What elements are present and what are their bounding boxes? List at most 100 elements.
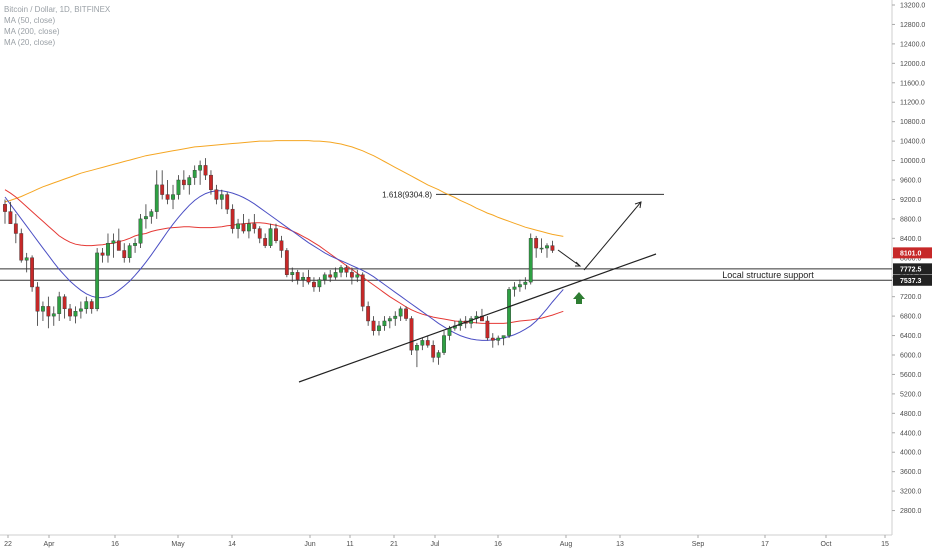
candle [236, 218, 240, 239]
candle-body [404, 308, 408, 319]
candle [545, 243, 549, 258]
candle [360, 272, 365, 312]
candle-body [89, 301, 94, 310]
candle-body [512, 286, 517, 290]
candle-body [322, 274, 327, 280]
candle-body [241, 223, 246, 232]
candle-body [198, 165, 203, 171]
candle-body [490, 337, 495, 341]
candle [263, 233, 268, 249]
candle [68, 303, 72, 321]
y-tick-label: 5600.0 [900, 372, 922, 379]
x-tick-label: 22 [4, 541, 12, 548]
candle-body [187, 177, 192, 186]
candle-body [100, 252, 105, 256]
candle [214, 184, 219, 205]
candle-body [387, 318, 392, 322]
candle-body [534, 238, 539, 249]
candle [116, 228, 121, 251]
candle [425, 335, 430, 348]
candle-body [246, 223, 251, 232]
candle [420, 337, 425, 351]
candle [371, 316, 376, 336]
candle-body [225, 194, 230, 210]
y-tick-label: 11600.0 [900, 80, 925, 87]
y-tick-label: 8800.0 [900, 216, 922, 223]
candle-body [192, 170, 197, 178]
candle [106, 233, 110, 263]
candle [295, 269, 300, 285]
candle-body [3, 204, 7, 212]
candle [138, 214, 143, 249]
projection-down-line [557, 249, 581, 267]
candle [171, 184, 175, 210]
x-tick-label: May [171, 541, 185, 548]
candle [387, 316, 392, 329]
candle [501, 335, 506, 346]
y-tick-label: 2800.0 [900, 508, 922, 515]
candle [366, 301, 371, 326]
candle-body [257, 228, 262, 239]
price-label-level1: 7772.5 [900, 266, 922, 273]
x-tick-label: Apr [44, 541, 56, 548]
candle [133, 238, 137, 253]
candle [317, 277, 322, 292]
y-tick-label: 10400.0 [900, 139, 925, 146]
candle-body [371, 320, 376, 331]
candle-body [214, 189, 219, 200]
candle [442, 330, 446, 355]
y-tick-label: 9200.0 [900, 197, 922, 204]
y-tick-label: 11200.0 [900, 100, 925, 107]
candle [57, 291, 62, 321]
candle-body [393, 315, 398, 319]
candle-body [436, 352, 441, 358]
candle-body [122, 250, 127, 258]
candle-body [382, 320, 387, 327]
candle-body [442, 335, 446, 353]
candle [181, 170, 186, 190]
candle [51, 306, 56, 326]
y-tick-label: 12000.0 [900, 61, 925, 68]
y-tick-label: 8400.0 [900, 236, 922, 243]
candle [523, 277, 528, 290]
candle-body [171, 194, 175, 200]
candle [512, 282, 517, 297]
legend-ma200: MA (200, close) [4, 27, 60, 36]
candle-body [51, 313, 56, 317]
ma200-line [4, 140, 564, 237]
candle [398, 306, 403, 321]
candle [89, 299, 94, 314]
candle [122, 243, 127, 263]
candle [415, 342, 419, 368]
x-tick-label: Jun [304, 541, 315, 548]
candle [490, 333, 495, 348]
candle [19, 228, 24, 263]
candle [78, 301, 83, 319]
support-label: Local structure support [722, 270, 814, 280]
x-tick-label: 11 [346, 541, 353, 548]
candle [203, 158, 208, 180]
candle-body [317, 279, 322, 288]
candle [393, 311, 398, 326]
x-tick-label: 15 [881, 541, 889, 548]
candle [246, 218, 251, 239]
candle-body [415, 345, 419, 351]
legend-ma20: MA (20, close) [4, 38, 56, 47]
candle [268, 223, 273, 249]
candle [344, 265, 349, 278]
candle [198, 160, 203, 185]
candle-body [355, 274, 360, 278]
y-tick-label: 10000.0 [900, 158, 925, 165]
candle-body [209, 174, 213, 190]
candle-body [398, 308, 403, 317]
candle-body [84, 301, 89, 310]
price-label-current: 8101.0 [900, 250, 922, 257]
y-tick-label: 4000.0 [900, 450, 922, 457]
candle [436, 350, 441, 365]
candle-body [203, 165, 208, 176]
x-tick-label: Sep [692, 541, 705, 548]
candle-body [496, 337, 501, 341]
candle [95, 248, 100, 312]
